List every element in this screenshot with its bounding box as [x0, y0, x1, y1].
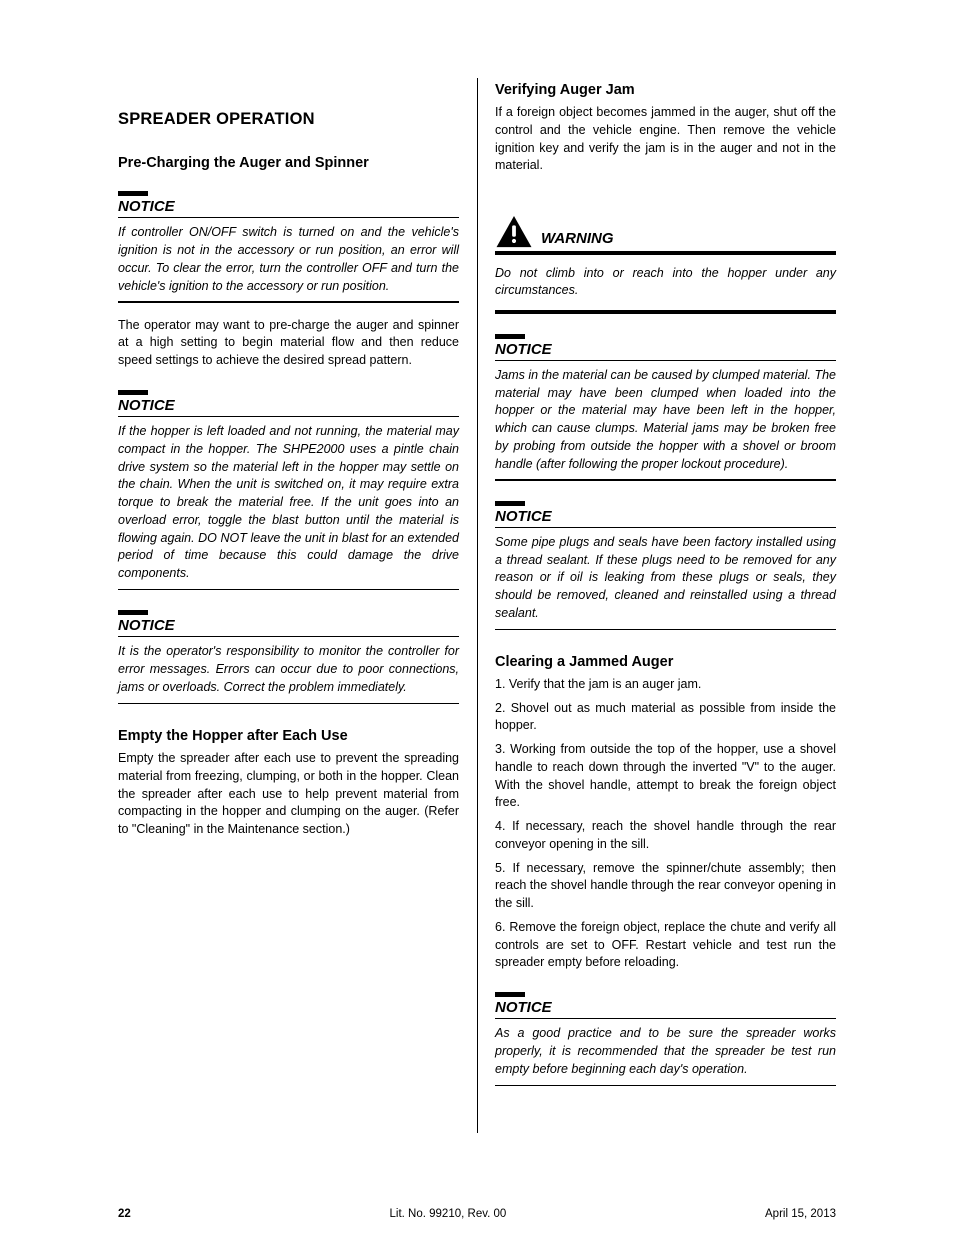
notice-end-rule [118, 301, 459, 302]
notice-rule [495, 1018, 836, 1019]
step-2: 2. Shovel out as much material as possib… [495, 700, 836, 736]
warning-block: WARNING Do not climb into or reach into … [495, 215, 836, 314]
subheading-empty-hopper: Empty the Hopper after Each Use [118, 728, 459, 744]
notice-label: NOTICE [495, 341, 836, 358]
warning-triangle-icon [495, 215, 533, 249]
page-footer: 22 Lit. No. 99210, Rev. 00 April 15, 201… [118, 1208, 836, 1220]
subheading-verify-jam: Verifying Auger Jam [495, 82, 836, 98]
notice-end-rule [118, 589, 459, 590]
notice-bar-icon [495, 992, 525, 997]
notice-bar-icon [118, 390, 148, 395]
page-content: SPREADER OPERATION Pre-Charging the Auge… [118, 78, 836, 1138]
notice-label: NOTICE [495, 508, 836, 525]
paragraph-precharge: The operator may want to pre-charge the … [118, 317, 459, 370]
warning-header: WARNING [495, 215, 836, 249]
step-5: 5. If necessary, remove the spinner/chut… [495, 860, 836, 913]
notice-bar-icon [495, 501, 525, 506]
notice-bar-icon [118, 191, 148, 196]
notice-block-6: NOTICE As a good practice and to be sure… [495, 992, 836, 1086]
section-heading: SPREADER OPERATION [118, 110, 459, 129]
notice-body: Some pipe plugs and seals have been fact… [495, 534, 836, 623]
step-4: 4. If necessary, reach the shovel handle… [495, 818, 836, 854]
step-6: 6. Remove the foreign object, replace th… [495, 919, 836, 972]
right-column: Verifying Auger Jam If a foreign object … [477, 78, 836, 1138]
warning-rule-bottom [495, 310, 836, 314]
notice-block-4: NOTICE Jams in the material can be cause… [495, 334, 836, 481]
notice-rule [495, 527, 836, 528]
notice-label: NOTICE [495, 999, 836, 1016]
notice-rule [495, 360, 836, 361]
notice-bar-icon [495, 334, 525, 339]
left-column: SPREADER OPERATION Pre-Charging the Auge… [118, 78, 477, 1138]
notice-body: Jams in the material can be caused by cl… [495, 367, 836, 474]
notice-block-5: NOTICE Some pipe plugs and seals have be… [495, 501, 836, 630]
lit-number: Lit. No. 99210, Rev. 00 [390, 1208, 507, 1220]
notice-body: If the hopper is left loaded and not run… [118, 423, 459, 583]
warning-body: Do not climb into or reach into the hopp… [495, 265, 836, 301]
notice-rule [118, 416, 459, 417]
warning-label: WARNING [541, 230, 614, 249]
notice-body: As a good practice and to be sure the sp… [495, 1025, 836, 1078]
notice-end-rule [495, 1085, 836, 1086]
notice-end-rule [495, 629, 836, 630]
notice-label: NOTICE [118, 198, 459, 215]
footer-date: April 15, 2013 [765, 1208, 836, 1220]
two-column-layout: SPREADER OPERATION Pre-Charging the Auge… [118, 78, 836, 1138]
column-divider [477, 78, 478, 1133]
notice-end-rule [118, 703, 459, 704]
notice-block-1: NOTICE If controller ON/OFF switch is tu… [118, 191, 459, 303]
step-1: 1. Verify that the jam is an auger jam. [495, 676, 836, 694]
notice-rule [118, 217, 459, 218]
notice-label: NOTICE [118, 397, 459, 414]
notice-block-2: NOTICE If the hopper is left loaded and … [118, 390, 459, 590]
notice-end-rule [495, 479, 836, 480]
notice-label: NOTICE [118, 617, 459, 634]
notice-bar-icon [118, 610, 148, 615]
paragraph-empty-hopper: Empty the spreader after each use to pre… [118, 750, 459, 839]
subheading-precharge: Pre-Charging the Auger and Spinner [118, 155, 459, 171]
notice-block-3: NOTICE It is the operator's responsibili… [118, 610, 459, 704]
notice-rule [118, 636, 459, 637]
paragraph-verify-jam: If a foreign object becomes jammed in th… [495, 104, 836, 175]
notice-body: If controller ON/OFF switch is turned on… [118, 224, 459, 295]
subheading-clearing-jam: Clearing a Jammed Auger [495, 654, 836, 670]
notice-body: It is the operator's responsibility to m… [118, 643, 459, 696]
page-number: 22 [118, 1208, 131, 1220]
step-3: 3. Working from outside the top of the h… [495, 741, 836, 812]
